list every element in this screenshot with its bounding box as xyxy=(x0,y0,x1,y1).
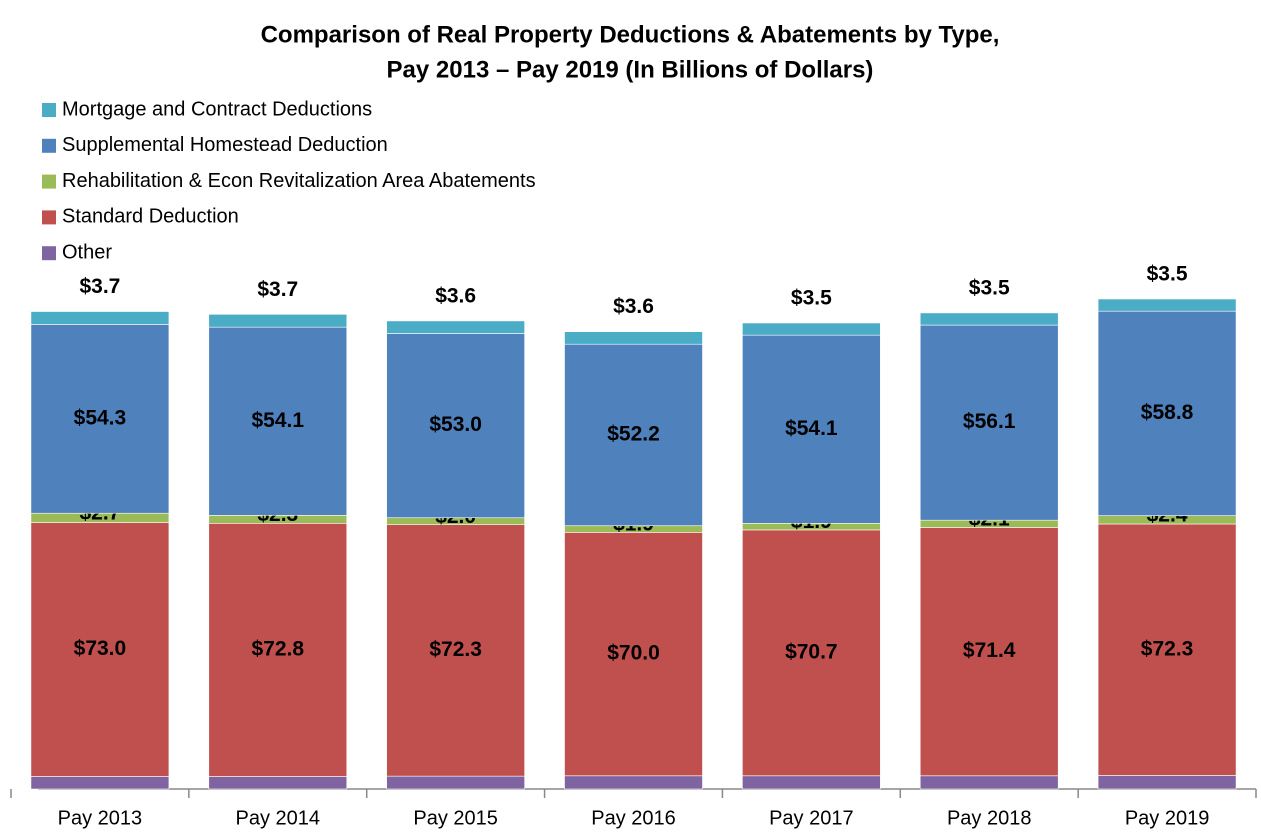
data-label: $73.0 xyxy=(74,637,127,660)
bar-segment xyxy=(564,331,703,345)
data-label: $3.5 xyxy=(1147,263,1188,286)
data-label: $70.7 xyxy=(785,640,838,663)
bar-segment xyxy=(30,522,170,777)
legend-swatch xyxy=(42,246,56,261)
x-tick-label: Pay 2014 xyxy=(236,807,321,829)
bar-segment xyxy=(386,320,525,334)
data-label: $3.6 xyxy=(435,284,476,307)
x-tick-label: Pay 2015 xyxy=(413,807,498,829)
chart-title: Pay 2013 – Pay 2019 (In Billions of Doll… xyxy=(387,56,874,83)
legend-label: Standard Deduction xyxy=(62,206,239,228)
bar-segment xyxy=(564,532,703,777)
bar-segment xyxy=(208,776,348,790)
bar-segment xyxy=(1097,298,1237,312)
legend-label: Rehabilitation & Econ Revitalization Are… xyxy=(62,170,536,192)
bar-segment xyxy=(919,527,1059,777)
data-label: $54.1 xyxy=(252,409,305,432)
legend-swatch xyxy=(42,210,56,225)
bar-segment xyxy=(30,311,170,325)
bar-segment xyxy=(30,324,170,514)
bar-segment xyxy=(742,529,881,777)
bar-segment xyxy=(742,334,881,524)
data-label: $58.8 xyxy=(1141,401,1194,424)
bar-segment xyxy=(564,343,703,527)
legend-label: Mortgage and Contract Deductions xyxy=(62,98,372,120)
bar-segment xyxy=(919,324,1059,521)
bar-segment xyxy=(386,775,525,790)
x-tick-label: Pay 2017 xyxy=(769,807,854,829)
data-label: $72.3 xyxy=(429,638,482,661)
x-tick-label: Pay 2016 xyxy=(591,807,676,829)
x-tick-label: Pay 2013 xyxy=(58,807,143,829)
bar-segment xyxy=(742,322,881,336)
bar-segment xyxy=(919,312,1059,326)
data-label: $3.7 xyxy=(79,275,120,298)
data-label: $3.5 xyxy=(969,276,1010,299)
x-tick-label: Pay 2019 xyxy=(1125,807,1210,829)
chart-title: Comparison of Real Property Deductions &… xyxy=(261,21,1000,48)
data-label: $72.3 xyxy=(1141,637,1194,660)
bar-segment xyxy=(742,775,881,790)
bar-segment xyxy=(208,523,348,777)
data-label: $52.2 xyxy=(607,423,660,446)
legend-label: Other xyxy=(62,241,112,263)
data-label: $56.1 xyxy=(963,410,1016,433)
data-label: $71.4 xyxy=(963,639,1016,662)
legend-swatch xyxy=(42,103,56,117)
bar-segment xyxy=(564,775,703,790)
bar-segment xyxy=(208,314,348,328)
data-label: $54.1 xyxy=(785,417,838,440)
data-label: $70.0 xyxy=(607,642,660,665)
bar-segment xyxy=(1097,775,1237,790)
bar-segment xyxy=(386,524,525,777)
data-label: $3.5 xyxy=(791,287,832,310)
data-label: $53.0 xyxy=(429,413,482,436)
data-label: $72.8 xyxy=(252,637,305,660)
bar-segment xyxy=(386,333,525,519)
legend-swatch xyxy=(42,138,56,153)
bar-segment xyxy=(208,326,348,516)
data-label: $3.6 xyxy=(613,295,654,318)
x-tick-label: Pay 2018 xyxy=(947,807,1032,829)
legend-swatch xyxy=(42,174,56,189)
data-label: $3.7 xyxy=(257,278,298,301)
bar-segment xyxy=(1097,310,1237,516)
bar-segment xyxy=(919,775,1059,790)
bar-segment xyxy=(30,776,170,790)
legend-label: Supplemental Homestead Deduction xyxy=(62,134,388,156)
bar-segment xyxy=(1097,523,1237,776)
data-label: $54.3 xyxy=(74,406,127,429)
